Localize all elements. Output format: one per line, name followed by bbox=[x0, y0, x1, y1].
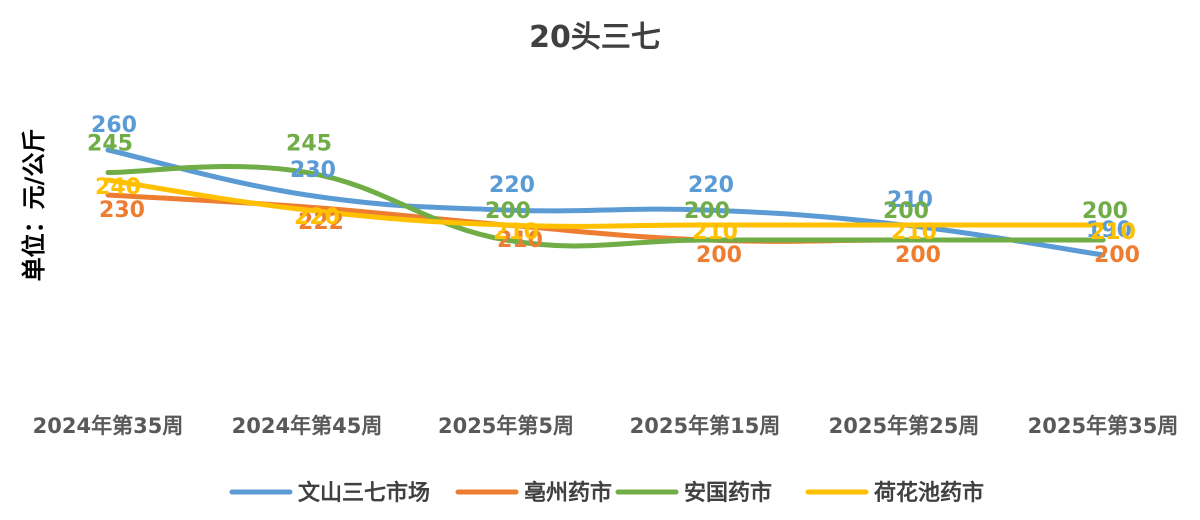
data-label: 230 bbox=[99, 198, 145, 223]
data-label: 200 bbox=[883, 199, 929, 224]
legend-label: 安国药市 bbox=[684, 480, 772, 506]
legend-item[interactable]: 安国药市 bbox=[615, 480, 772, 506]
data-label: 220 bbox=[294, 205, 340, 230]
data-label: 240 bbox=[95, 175, 141, 200]
legend-item[interactable]: 文山三七市场 bbox=[229, 480, 430, 506]
legend-label: 亳州药市 bbox=[524, 480, 612, 506]
series-line-1 bbox=[105, 147, 1106, 258]
data-label: 200 bbox=[895, 243, 941, 268]
legend-label: 文山三七市场 bbox=[298, 480, 430, 506]
data-label: 190 bbox=[1086, 218, 1132, 243]
y-axis-label: 单位：元/公斤 bbox=[20, 129, 48, 282]
data-label: 210 bbox=[891, 220, 937, 245]
data-label: 210 bbox=[887, 188, 933, 213]
legend-item[interactable]: 亳州药市 bbox=[455, 480, 612, 506]
data-label: 200 bbox=[485, 199, 531, 224]
data-label: 200 bbox=[1082, 199, 1128, 224]
data-label: 210 bbox=[692, 220, 738, 245]
data-label: 200 bbox=[696, 243, 742, 268]
data-label: 245 bbox=[286, 132, 332, 157]
series-line-4 bbox=[105, 177, 1106, 229]
data-label: 245 bbox=[87, 132, 133, 157]
data-label: 200 bbox=[684, 199, 730, 224]
x-tick-label: 2025年第15周 bbox=[630, 414, 781, 438]
data-label: 220 bbox=[489, 173, 535, 198]
data-label: 210 bbox=[497, 228, 543, 253]
data-label: 210 bbox=[1090, 220, 1136, 245]
data-label: 210 bbox=[493, 220, 539, 245]
chart-title: 20头三七 bbox=[529, 20, 661, 55]
data-label: 200 bbox=[1094, 243, 1140, 268]
series-line-3 bbox=[105, 164, 1106, 249]
legend-label: 荷花池药市 bbox=[874, 480, 984, 506]
x-tick-label: 2025年第35周 bbox=[1028, 414, 1179, 438]
legend-item[interactable]: 荷花池药市 bbox=[805, 480, 984, 506]
data-label: 220 bbox=[688, 173, 734, 198]
data-label: 230 bbox=[290, 158, 336, 183]
x-axis-ticks: 2024年第35周 2024年第45周 2025年第5周 2025年第15周 2025年… bbox=[33, 414, 1179, 438]
x-tick-label: 2025年第5周 bbox=[438, 414, 574, 438]
x-tick-label: 2025年第25周 bbox=[829, 414, 980, 438]
series-layer bbox=[105, 147, 1106, 258]
data-label: 260 bbox=[91, 113, 137, 138]
x-tick-label: 2024年第45周 bbox=[232, 414, 383, 438]
x-tick-label: 2024年第35周 bbox=[33, 414, 184, 438]
legend: 文山三七市场 亳州药市 安国药市 荷花池药市 bbox=[229, 480, 984, 506]
data-label: 222 bbox=[298, 210, 344, 235]
